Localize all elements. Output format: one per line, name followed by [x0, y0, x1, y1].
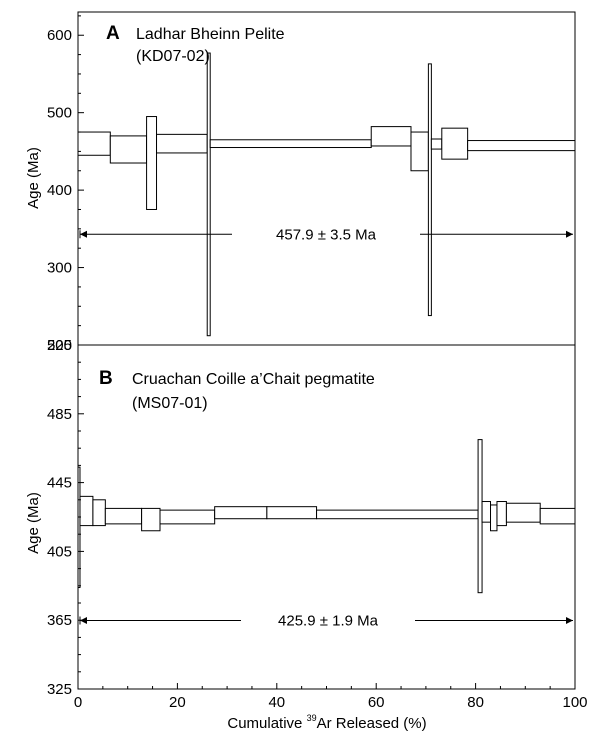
panel-a-step-4 — [156, 133, 208, 154]
panel-b-plateau-arrow-left — [80, 616, 87, 624]
panel-a-step-2 — [109, 135, 148, 164]
panel-b-plateau: 425.9 ± 1.9 Ma — [79, 612, 573, 629]
panel-a-letter: A — [106, 23, 120, 44]
panel-b-y-tick-label-485: 485 — [47, 406, 72, 423]
panel-b-step-4 — [104, 507, 143, 525]
x-tick-label-100: 100 — [562, 694, 587, 711]
x-axis-label-prefix: Cumulative — [227, 715, 306, 732]
panel-b-y-tick-label-365: 365 — [47, 612, 72, 629]
panel-b: 325 365 405 445 485 525 0 20 40 60 80 100 425.9 ± … — [25, 337, 588, 732]
panel-a-step-3 — [146, 116, 158, 210]
panel-a: 200 300 400 500 600 457.9 ± 3.5 Ma A Ladhar … — [25, 11, 576, 354]
panel-b-step-11 — [481, 501, 492, 523]
panel-b-step-9 — [316, 509, 479, 520]
panel-b-plateau-label: 425.9 ± 1.9 Ma — [278, 612, 379, 629]
panel-b-step-14 — [505, 502, 541, 523]
panel-a-plateau-arrow-right — [566, 230, 573, 238]
x-axis-label: Cumulative 39Ar Released (%) — [227, 713, 426, 732]
panel-a-plateau-label: 457.9 ± 3.5 Ma — [276, 226, 377, 243]
panel-b-y-axis: 325 365 405 445 485 525 — [47, 337, 84, 698]
panel-a-y-axis: 200 300 400 500 600 — [47, 15, 84, 354]
x-tick-label-60: 60 — [368, 694, 385, 711]
panel-a-y-tick-label-300: 300 — [47, 260, 72, 277]
panel-b-step-8 — [266, 506, 318, 520]
panel-a-step-5 — [206, 52, 211, 337]
panel-b-step-2 — [79, 495, 94, 527]
panel-b-step-5 — [141, 507, 161, 532]
panel-a-step-12 — [467, 140, 576, 152]
panel-b-step-15 — [539, 507, 576, 525]
panel-a-plateau-arrow-left — [80, 230, 87, 238]
panel-b-steps — [77, 439, 576, 594]
panel-b-step-12 — [490, 504, 498, 532]
panel-a-step-1 — [77, 131, 111, 156]
x-tick-label-40: 40 — [268, 694, 285, 711]
panel-b-step-6 — [159, 509, 216, 525]
panel-a-y-label: Age (Ma) — [25, 147, 42, 209]
panel-b-letter: B — [99, 368, 113, 389]
panel-b-plateau-arrow-right — [566, 616, 573, 624]
panel-a-y-tick-label-600: 600 — [47, 27, 72, 44]
panel-a-step-11 — [441, 127, 469, 160]
panel-a-step-7 — [370, 126, 412, 147]
panel-b-y-tick-label-405: 405 — [47, 543, 72, 560]
panel-a-plateau: 457.9 ± 3.5 Ma — [79, 226, 573, 243]
x-axis-label-superscript: 39 — [307, 713, 317, 723]
panel-a-y-tick-label-500: 500 — [47, 105, 72, 122]
panel-a-steps — [77, 52, 576, 337]
panel-a-step-6 — [209, 139, 372, 149]
panel-b-y-tick-label-325: 325 — [47, 681, 72, 698]
panel-a-step-10 — [430, 138, 443, 150]
panel-b-subtitle: (MS07-01) — [132, 395, 208, 412]
panel-a-y-tick-label-400: 400 — [47, 182, 72, 199]
panel-a-y-tick-label-200: 200 — [47, 337, 72, 354]
panel-b-step-1 — [77, 466, 81, 589]
panel-b-x-axis: 0 20 40 60 80 100 — [74, 683, 588, 711]
panel-b-y-tick-label-525: 525 — [47, 337, 72, 354]
x-tick-label-0: 0 — [74, 694, 82, 711]
x-tick-label-80: 80 — [467, 694, 484, 711]
panel-b-step-10 — [477, 439, 483, 594]
x-axis-label-suffix: Ar Released (%) — [317, 715, 427, 732]
panel-a-subtitle: (KD07-02) — [136, 48, 210, 65]
panel-b-step-13 — [496, 501, 507, 527]
panel-b-step-7 — [214, 506, 268, 520]
panel-b-step-3 — [92, 499, 106, 527]
panel-b-y-tick-label-445: 445 — [47, 475, 72, 492]
panel-a-title: Ladhar Bheinn Pelite — [136, 26, 285, 43]
panel-a-step-9 — [427, 63, 432, 317]
panel-b-y-label: Age (Ma) — [25, 492, 42, 554]
x-tick-label-20: 20 — [169, 694, 186, 711]
panel-b-title: Cruachan Coille a’Chait pegmatite — [132, 371, 375, 388]
panel-a-step-8 — [410, 131, 429, 172]
